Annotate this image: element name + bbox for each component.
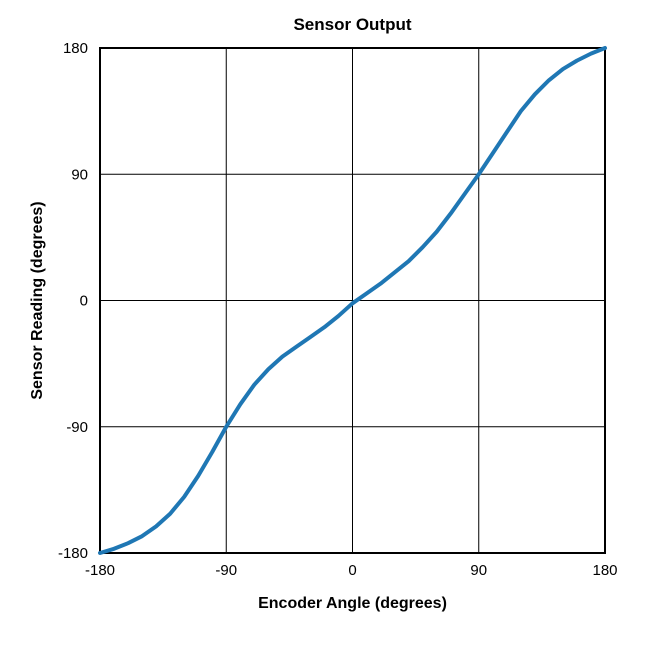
y-tick-label: 180 (63, 40, 88, 57)
x-tick-labels: -180 -90 0 90 180 (85, 562, 618, 579)
y-tick-label: 90 (71, 166, 88, 183)
x-tick-label: -180 (85, 562, 115, 579)
x-tick-label: -90 (215, 562, 237, 579)
y-tick-label: -180 (58, 545, 88, 562)
x-tick-label: 90 (470, 562, 487, 579)
y-tick-label: 0 (80, 293, 88, 310)
chart-container: Sensor Output -180 -90 0 90 180 -180 -90 0 90 18… (0, 0, 650, 645)
chart-title: Sensor Output (293, 15, 411, 34)
grid-lines (100, 48, 605, 553)
y-tick-label: -90 (66, 419, 88, 436)
x-axis-label: Encoder Angle (degrees) (258, 595, 447, 612)
y-tick-labels: -180 -90 0 90 180 (58, 40, 88, 562)
y-axis-label: Sensor Reading (degrees) (29, 201, 46, 399)
sensor-output-chart: Sensor Output -180 -90 0 90 180 -180 -90 0 90 18… (0, 0, 650, 645)
x-tick-label: 0 (348, 562, 356, 579)
x-tick-label: 180 (592, 562, 617, 579)
